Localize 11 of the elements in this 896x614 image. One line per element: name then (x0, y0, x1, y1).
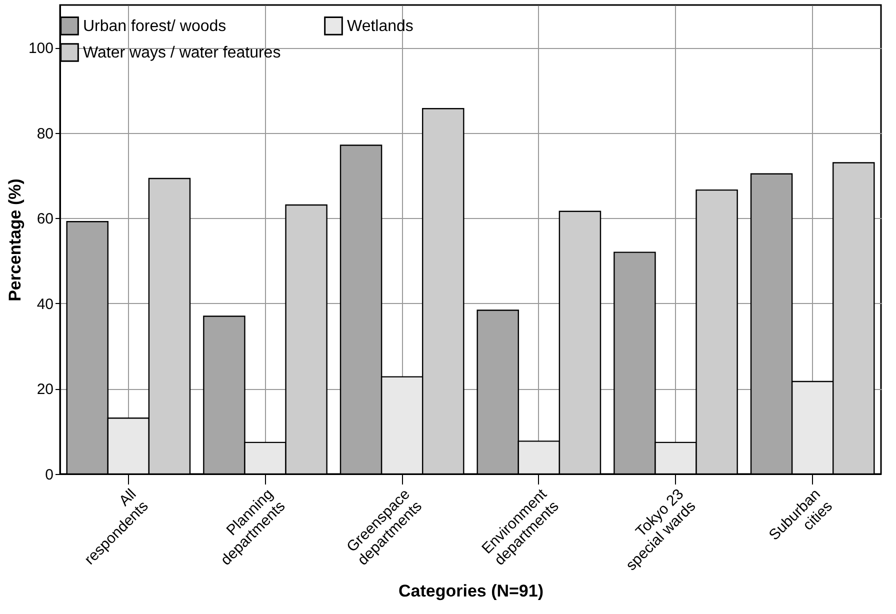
legend-label: Water ways / water features (83, 44, 281, 62)
legend-label: Urban forest/ woods (83, 18, 226, 35)
y-tick-label: 60 (36, 210, 54, 228)
y-tick-label: 0 (45, 466, 54, 484)
y-tick-label: 20 (36, 381, 54, 398)
y-tick-label: 100 (28, 40, 54, 58)
x-axis-title: Categories (N=91) (398, 581, 544, 600)
y-tick-label: 80 (36, 125, 54, 142)
y-tick-label: 40 (36, 296, 54, 313)
legend-label: Wetlands (347, 18, 414, 35)
y-axis-title: Percentage (%) (5, 178, 24, 302)
